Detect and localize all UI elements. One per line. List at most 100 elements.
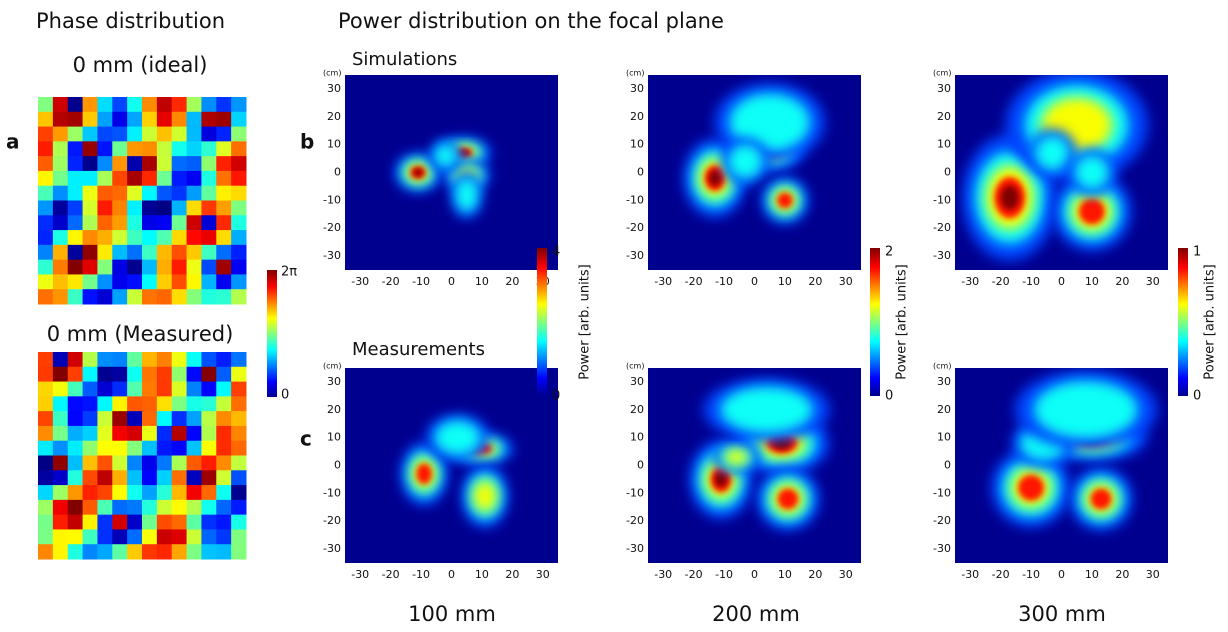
phase-cell bbox=[82, 440, 98, 456]
phase-cell bbox=[67, 126, 84, 142]
y-tick-label: -10 bbox=[933, 193, 951, 206]
phase-cell bbox=[82, 470, 98, 486]
phase-cell bbox=[231, 200, 247, 216]
phase-cell bbox=[201, 485, 217, 501]
phase-cell bbox=[142, 126, 158, 142]
phase-cell bbox=[201, 185, 217, 201]
power-blob bbox=[1090, 488, 1112, 510]
phase-cell bbox=[52, 230, 69, 246]
phase-cell bbox=[97, 352, 113, 368]
phase-cell bbox=[201, 200, 217, 216]
phase-cell bbox=[171, 352, 188, 368]
phase-cell bbox=[82, 97, 98, 113]
phase-cell bbox=[186, 230, 202, 246]
phase-cell bbox=[216, 274, 232, 290]
phase-cell bbox=[38, 156, 54, 172]
phase-cell bbox=[38, 244, 54, 261]
phase-cell bbox=[82, 396, 98, 412]
phase-cell bbox=[216, 170, 232, 187]
phase-cell bbox=[156, 470, 173, 486]
phase-cell bbox=[112, 170, 128, 187]
y-tick-label: -20 bbox=[933, 514, 951, 527]
y-tick-label: -30 bbox=[323, 542, 341, 555]
phase-cell bbox=[186, 274, 202, 290]
power-blob bbox=[413, 168, 423, 177]
phase-cell bbox=[127, 544, 143, 560]
y-tick-label: 0 bbox=[944, 166, 951, 179]
x-tick-label: 0 bbox=[448, 568, 455, 581]
phase-cell bbox=[38, 111, 54, 128]
phase-cell bbox=[97, 499, 113, 516]
axis-unit: (cm) bbox=[626, 362, 644, 371]
phase-cell bbox=[231, 111, 247, 128]
power-blob bbox=[1074, 155, 1110, 190]
y-tick-label: -20 bbox=[626, 221, 644, 234]
phase-cell bbox=[127, 289, 143, 305]
phase-cell bbox=[52, 185, 69, 201]
x-tick-label: 10 bbox=[475, 568, 489, 581]
power-blob bbox=[777, 488, 799, 510]
phase-cell bbox=[231, 156, 247, 172]
map-background bbox=[345, 368, 558, 563]
phase-cell bbox=[38, 215, 54, 231]
power-blob bbox=[473, 480, 497, 512]
phase-cell bbox=[82, 215, 98, 231]
phase-cell bbox=[231, 470, 247, 486]
x-tick-label: 0 bbox=[751, 275, 758, 288]
phase-cell bbox=[52, 126, 69, 142]
phase-cell bbox=[127, 514, 143, 530]
axis-unit: (cm) bbox=[323, 69, 341, 78]
phase-cell bbox=[52, 141, 69, 157]
phase-cell bbox=[127, 366, 143, 383]
power-map bbox=[955, 75, 1168, 270]
phase-cell bbox=[52, 156, 69, 172]
phase-cell bbox=[156, 440, 173, 456]
phase-cell bbox=[97, 230, 113, 246]
phase-cell bbox=[201, 396, 217, 412]
phase-title: Phase distribution bbox=[36, 9, 225, 33]
phase-cell bbox=[171, 230, 188, 246]
phase-cell bbox=[97, 126, 113, 142]
phase-cell bbox=[171, 289, 188, 305]
phase-cell bbox=[52, 200, 69, 216]
phase-cell bbox=[38, 200, 54, 216]
phase-cell bbox=[156, 289, 173, 305]
phase-cell bbox=[82, 200, 98, 216]
phase-cell bbox=[38, 411, 54, 427]
phase-cell bbox=[67, 352, 84, 368]
phase-cell bbox=[142, 289, 158, 305]
phase-cell bbox=[231, 381, 247, 397]
phase-cell bbox=[142, 230, 158, 246]
y-tick-label: 20 bbox=[327, 110, 341, 123]
phase-cell bbox=[38, 97, 54, 113]
phase-cell bbox=[97, 215, 113, 231]
phase-cell bbox=[112, 274, 128, 290]
phase-cell bbox=[201, 141, 217, 157]
phase-cell bbox=[52, 274, 69, 290]
x-tick-label: -20 bbox=[685, 568, 703, 581]
x-tick-label: 20 bbox=[808, 275, 822, 288]
power-colorbar bbox=[1178, 248, 1188, 396]
phase-cell bbox=[52, 485, 69, 501]
phase-cell bbox=[67, 396, 84, 412]
phase-cell bbox=[38, 455, 54, 471]
x-tick-label: -20 bbox=[992, 568, 1010, 581]
phase-cell bbox=[171, 455, 188, 471]
y-tick-label: -20 bbox=[933, 221, 951, 234]
phase-cell bbox=[171, 97, 188, 113]
phase-cell bbox=[186, 499, 202, 516]
power-blob bbox=[1018, 474, 1045, 501]
phase-cell bbox=[82, 185, 98, 201]
y-tick-label: -10 bbox=[323, 486, 341, 499]
phase-cell bbox=[127, 411, 143, 427]
phase-cell bbox=[216, 381, 232, 397]
phase-cell bbox=[52, 259, 69, 275]
phase-cell bbox=[171, 200, 188, 216]
power-colorbar bbox=[537, 248, 547, 396]
panel-label: c bbox=[300, 427, 312, 451]
phase-cell bbox=[231, 529, 247, 545]
phase-cell bbox=[127, 126, 143, 142]
phase-cell bbox=[97, 200, 113, 216]
phase-cell bbox=[216, 499, 232, 516]
y-tick-label: -30 bbox=[933, 542, 951, 555]
